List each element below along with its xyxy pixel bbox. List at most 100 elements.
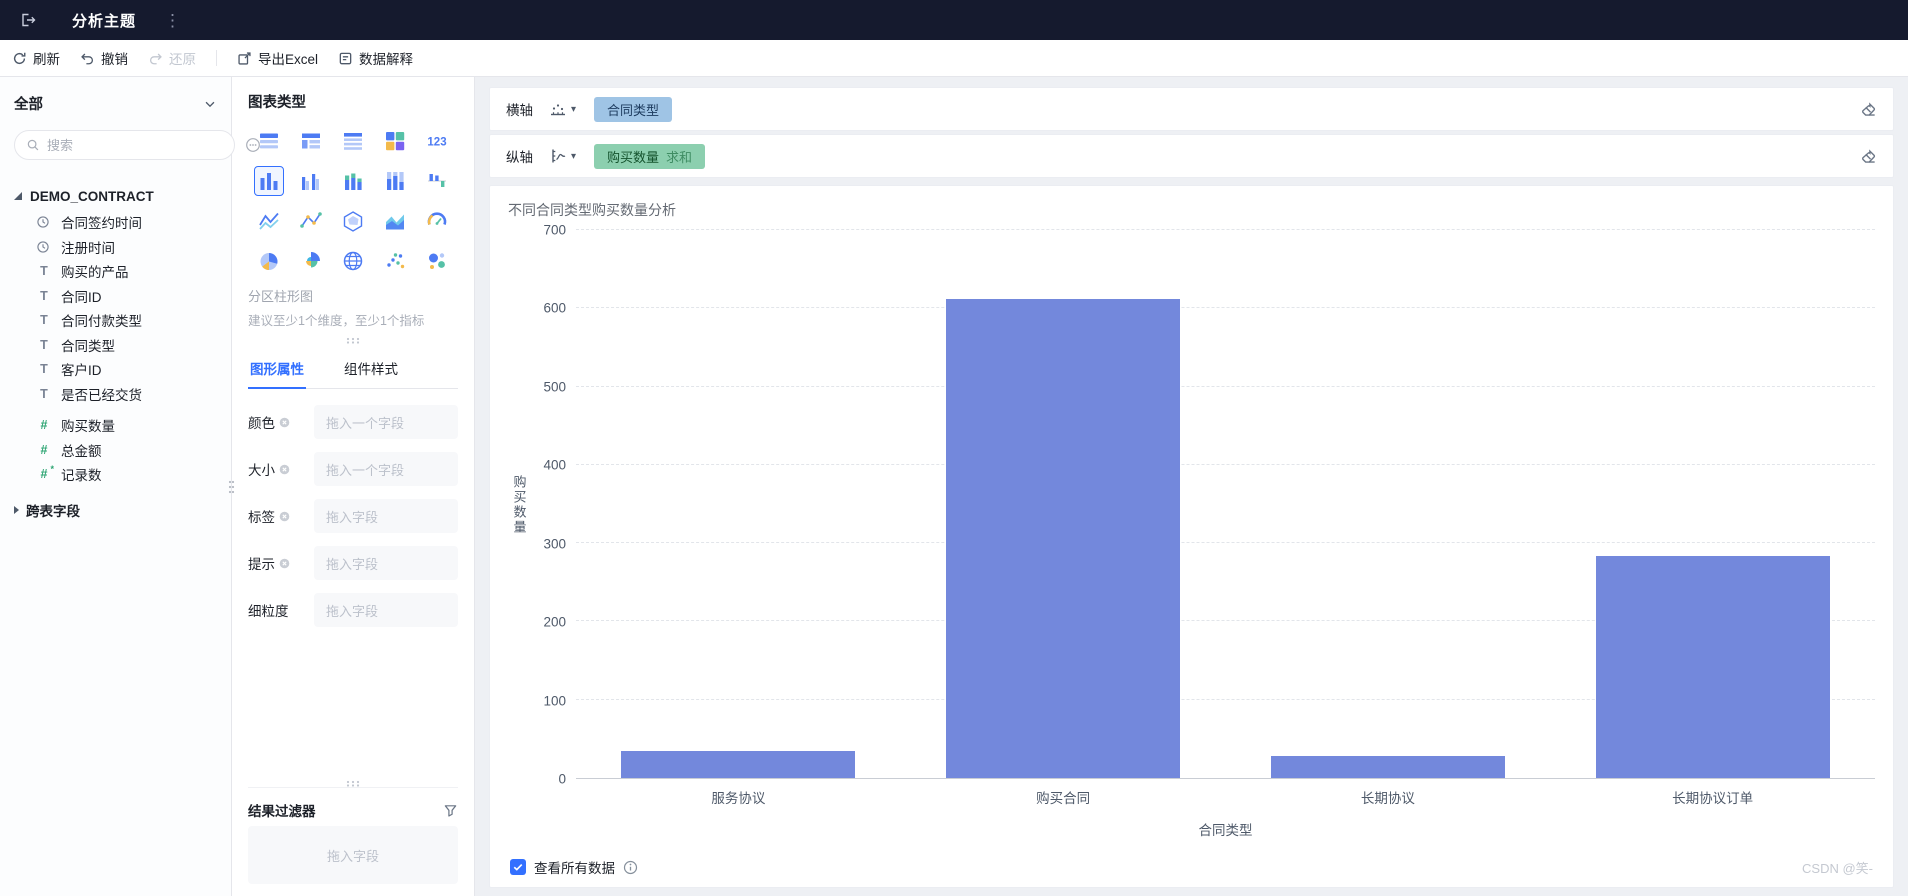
x-axis-title: 合同类型 [1198, 823, 1253, 838]
eraser-icon[interactable] [1860, 148, 1877, 165]
search-icon [26, 138, 40, 152]
more-menu-icon[interactable]: ⋮ [164, 10, 182, 30]
clear-field-icon[interactable] [279, 511, 290, 522]
tree-node-cross-table[interactable]: 跨表字段 [14, 496, 217, 524]
filter-drag-handle[interactable] [248, 780, 458, 787]
field-name: 记录数 [61, 468, 102, 484]
group-table-icon[interactable] [254, 126, 284, 156]
eraser-icon[interactable] [1860, 101, 1877, 118]
cross-table-icon[interactable] [296, 126, 326, 156]
bar[interactable] [1270, 756, 1505, 778]
field-item[interactable]: # * 记录数 [14, 462, 217, 487]
export-excel-label: 导出Excel [258, 52, 319, 67]
clear-field-icon[interactable] [279, 464, 290, 475]
chevron-down-icon [203, 97, 217, 111]
scatter-chart-icon[interactable] [380, 246, 410, 276]
combo-chart-icon[interactable] [296, 206, 326, 236]
field-item[interactable]: # 购买数量 [14, 413, 217, 438]
chart-body: 购买数量 0 100 200 300 400 500 600 700 [508, 223, 1875, 787]
chevron-down-icon: ▾ [571, 103, 577, 115]
chart-hint: 建议至少1个维度，至少1个指标 [248, 314, 425, 328]
app-header: 分析主题 ⋮ [0, 0, 1908, 40]
bar[interactable] [621, 750, 856, 778]
field-item[interactable]: T 合同ID [14, 284, 217, 309]
exit-icon[interactable] [20, 12, 36, 28]
kpi-card-icon[interactable]: 123 [422, 126, 452, 156]
partition-column-icon[interactable] [254, 166, 284, 196]
line-chart-icon[interactable] [254, 206, 284, 236]
radar-chart-icon[interactable] [338, 206, 368, 236]
y-axis-field-pill[interactable]: 购买数量 求和 [594, 143, 706, 169]
undo-button[interactable]: 撤销 [80, 48, 128, 68]
field-item[interactable]: 合同签约时间 [14, 210, 217, 235]
filter-funnel-icon[interactable] [443, 803, 458, 818]
bubble-chart-icon[interactable] [422, 246, 452, 276]
view-all-data-checkbox[interactable] [510, 859, 526, 875]
data-explain-button[interactable]: 数据解释 [338, 48, 413, 68]
property-drop-zone[interactable]: 拖入字段 [314, 546, 458, 580]
table-scope-dropdown[interactable]: 全部 [14, 93, 217, 114]
property-label: 标签 [248, 506, 306, 526]
clear-field-icon[interactable] [279, 417, 290, 428]
map-chart-icon[interactable] [338, 246, 368, 276]
sidebar-resize-handle[interactable] [228, 479, 235, 495]
search-input[interactable] [47, 137, 223, 153]
data-explain-icon [338, 51, 353, 66]
bar[interactable] [946, 298, 1181, 778]
clear-field-icon[interactable] [279, 558, 290, 569]
x-axis-type-selector[interactable]: ▾ [549, 100, 576, 118]
field-item[interactable]: T 合同付款类型 [14, 308, 217, 333]
tab-component-style[interactable]: 组件样式 [344, 362, 398, 377]
percent-column-icon[interactable] [380, 166, 410, 196]
area-chart-icon[interactable] [380, 206, 410, 236]
y-axis-type-selector[interactable]: ▾ [549, 147, 576, 165]
dashboard-blocks-icon[interactable] [380, 126, 410, 156]
undo-label: 撤销 [101, 52, 128, 67]
property-drop-zone[interactable]: 拖入字段 [314, 499, 458, 533]
gridline [576, 620, 1875, 622]
y-axis-field-name: 购买数量 [607, 149, 660, 165]
refresh-button[interactable]: 刷新 [12, 48, 60, 68]
stacked-column-icon[interactable] [338, 166, 368, 196]
panel-drag-handle[interactable] [248, 337, 458, 344]
detail-table-icon[interactable] [338, 126, 368, 156]
tab-graphic-properties[interactable]: 图形属性 [248, 348, 306, 389]
bar[interactable] [1595, 556, 1830, 778]
field-item[interactable]: T 是否已经交货 [14, 382, 217, 407]
number-field-icon: # [40, 442, 48, 457]
export-excel-button[interactable]: 导出Excel [237, 48, 318, 68]
grouped-column-icon[interactable] [296, 166, 326, 196]
search-options-icon[interactable] [245, 137, 261, 153]
gauge-chart-icon[interactable] [422, 206, 452, 236]
chart-type-grid: 123 [248, 126, 458, 276]
text-field-icon: T [40, 386, 48, 401]
property-drop-zone[interactable]: 拖入字段 [314, 593, 458, 627]
calc-field-icon: # * [40, 464, 54, 482]
pie-chart-icon[interactable] [254, 246, 284, 276]
svg-text:123: 123 [427, 137, 446, 149]
x-axis-field-pill[interactable]: 合同类型 [594, 96, 673, 122]
property-drop-zone[interactable]: 拖入一个字段 [314, 405, 458, 439]
y-tick-label: 500 [543, 379, 566, 395]
refresh-label: 刷新 [33, 52, 60, 67]
bidirectional-bar-icon[interactable] [422, 166, 452, 196]
tree-node-table[interactable]: DEMO_CONTRACT [14, 182, 217, 210]
rose-chart-icon[interactable] [296, 246, 326, 276]
result-filter-drop-zone[interactable]: 拖入字段 [248, 826, 458, 884]
field-item[interactable]: 注册时间 [14, 235, 217, 260]
x-axis-icon [551, 104, 565, 116]
property-drop-zone[interactable]: 拖入一个字段 [314, 452, 458, 486]
field-item[interactable]: T 合同类型 [14, 333, 217, 358]
info-icon[interactable] [623, 860, 638, 875]
redo-button[interactable]: 还原 [148, 48, 196, 68]
field-item[interactable]: T 客户ID [14, 357, 217, 382]
aggregation-label: 求和 [666, 149, 693, 165]
x-axis-field-name: 合同类型 [607, 102, 660, 118]
x-tick-label: 长期协议订单 [1672, 791, 1754, 806]
collapsed-triangle-icon [14, 505, 19, 514]
field-name: 购买的产品 [61, 265, 129, 281]
field-item[interactable]: T 购买的产品 [14, 259, 217, 284]
field-item[interactable]: # 总金额 [14, 438, 217, 463]
x-axis-shelf-label: 横轴 [506, 103, 533, 118]
plot-area [576, 229, 1875, 779]
